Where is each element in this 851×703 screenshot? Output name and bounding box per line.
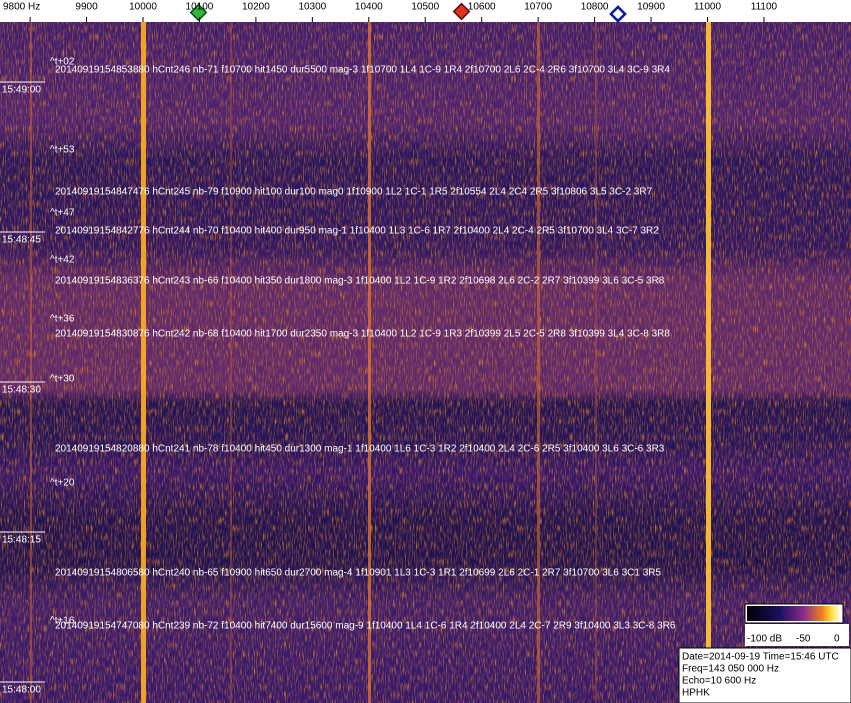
frequency-label: 10900 <box>637 2 665 13</box>
detection-text: 20140919154806580 hCnt240 nb-65 f10900 h… <box>55 568 661 579</box>
colorbar-label: 0 <box>834 634 840 645</box>
frequency-label: 10500 <box>411 2 439 13</box>
frequency-label: 10600 <box>468 2 496 13</box>
time-label: 15:49:00 <box>2 85 41 96</box>
info-line: HPHK <box>682 688 710 699</box>
frequency-label: 10800 <box>581 2 609 13</box>
detection-text: 20140919154842776 hCnt244 nb-70 f10400 h… <box>55 226 659 237</box>
frequency-label: 10100 <box>186 2 214 13</box>
frequency-label: 10300 <box>298 2 326 13</box>
info-line: Freq=143 050 000 Hz <box>682 664 779 675</box>
time-label: 15:48:15 <box>2 535 41 546</box>
time-label: 15:48:30 <box>2 385 41 396</box>
relative-label: ^t+20 <box>50 478 75 489</box>
detection-text: 20140919154847476 hCnt245 nb-79 f10900 h… <box>55 187 653 198</box>
relative-label: ^t+36 <box>50 314 75 325</box>
colorbar-label: -100 dB <box>747 634 782 645</box>
frequency-label: 10700 <box>524 2 552 13</box>
relative-label: ^t+47 <box>50 208 75 219</box>
colorbar <box>744 603 849 646</box>
info-line: Echo=10 600 Hz <box>682 676 756 687</box>
relative-label: ^t+53 <box>50 145 75 156</box>
detection-text: 20140919154853880 hCnt246 nb-71 f10700 h… <box>55 65 670 76</box>
relative-label: ^t+42 <box>50 255 75 266</box>
relative-label: ^t+30 <box>50 374 75 385</box>
frequency-label: 10000 <box>129 2 157 13</box>
time-label: 15:48:45 <box>2 235 41 246</box>
info-box <box>678 647 851 703</box>
carrier-lines <box>30 22 711 703</box>
frequency-label: 10400 <box>355 2 383 13</box>
relative-label: ^t+16 <box>50 616 75 627</box>
frequency-label: 10200 <box>242 2 270 13</box>
relative-label: ^t+02 <box>50 57 75 68</box>
frequency-label: 11000 <box>694 2 722 13</box>
detection-text: 20140919154747080 hCnt239 nb-72 f10400 h… <box>55 621 676 632</box>
spectrogram-noise <box>0 22 851 703</box>
colorbar-label: -50 <box>796 634 811 645</box>
frequency-label: 11100 <box>751 2 778 13</box>
detection-text: 20140919154836376 hCnt243 nb-66 f10400 h… <box>55 276 665 287</box>
frequency-label: 9900 <box>75 2 98 13</box>
info-line: Date=2014-09-19 Time=15:46 UTC <box>682 652 839 663</box>
markers <box>189 2 627 23</box>
time-label: 15:48:00 <box>2 685 41 696</box>
axis-bar <box>0 0 851 22</box>
detection-text: 20140919154830876 hCnt242 nb-68 f10400 h… <box>55 329 670 340</box>
detection-text: 20140919154820880 hCnt241 nb-78 f10400 h… <box>55 444 665 455</box>
frequency-label: 9800 Hz <box>3 2 40 13</box>
